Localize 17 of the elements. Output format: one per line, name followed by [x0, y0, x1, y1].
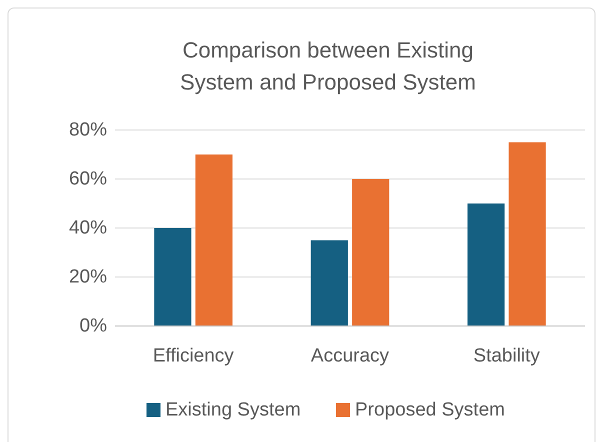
y-tick-label: 0% [80, 316, 108, 336]
y-tick-label: 80% [68, 120, 108, 140]
bar [154, 228, 192, 326]
bar [195, 154, 232, 326]
legend-label: Proposed System [355, 400, 505, 420]
x-tick-label: Stability [473, 346, 540, 366]
x-tick-label: Efficiency [152, 346, 234, 366]
bar [310, 240, 348, 326]
bar [468, 204, 505, 326]
x-tick-label: Accuracy [310, 346, 390, 366]
y-tick-label: 20% [68, 266, 108, 288]
bar [352, 179, 390, 326]
bar [508, 142, 546, 326]
legend-label: Existing System [166, 400, 301, 420]
y-tick-label: 60% [68, 168, 108, 190]
chart-title: Comparison between Existing System and Proposed System [180, 38, 476, 94]
y-tick-label: 40% [68, 218, 108, 238]
